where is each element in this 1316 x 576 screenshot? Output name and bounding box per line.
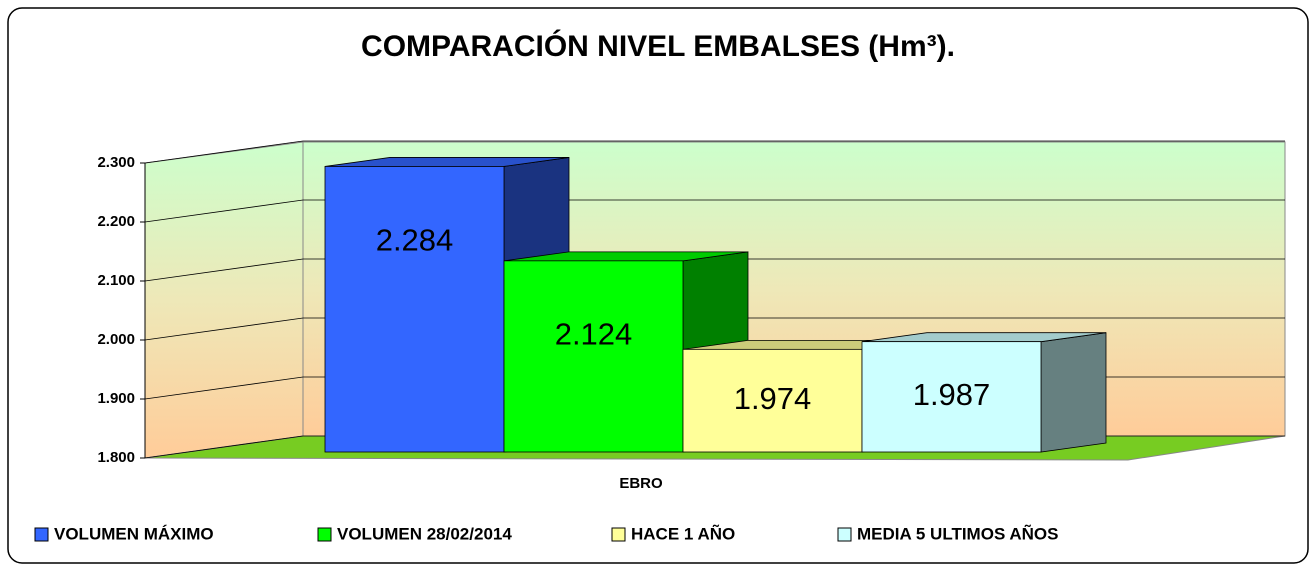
legend-swatch: [317, 527, 332, 542]
bar: [324, 166, 505, 453]
legend-label: MEDIA 5 ULTIMOS AÑOS: [857, 523, 1059, 543]
y-tick-label: 1.900: [97, 390, 135, 407]
y-tick-label: 2.000: [97, 331, 135, 348]
grid-line: [144, 258, 1285, 282]
y-tick-label: 2.100: [97, 272, 135, 289]
data-label: 2.124: [555, 317, 633, 352]
grid-line: [144, 199, 1285, 223]
bar: [682, 348, 863, 453]
data-label: 1.974: [734, 381, 812, 416]
legend-swatch: [837, 527, 852, 542]
chart-title: COMPARACIÓN NIVEL EMBALSES (Hm³).: [361, 29, 955, 63]
bar: [861, 341, 1042, 453]
legend-label: VOLUMEN 28/02/2014: [337, 524, 512, 543]
y-tick-label: 2.300: [97, 154, 135, 171]
grid-line: [144, 317, 1285, 341]
side-wall: [144, 141, 304, 459]
data-label: 2.284: [376, 223, 454, 258]
legend-swatch: [34, 527, 49, 542]
legend-swatch: [611, 527, 626, 542]
bar: [503, 260, 684, 453]
y-tick-label: 2.200: [97, 213, 135, 230]
legend-label: HACE 1 AÑO: [631, 523, 735, 543]
bar-side: [1040, 332, 1107, 453]
y-tick-label: 1.800: [97, 449, 135, 466]
x-tick-label: EBRO: [619, 475, 663, 492]
grid-line: [144, 140, 1285, 164]
data-label: 1.987: [913, 377, 991, 412]
legend-label: VOLUMEN MÁXIMO: [54, 524, 214, 543]
